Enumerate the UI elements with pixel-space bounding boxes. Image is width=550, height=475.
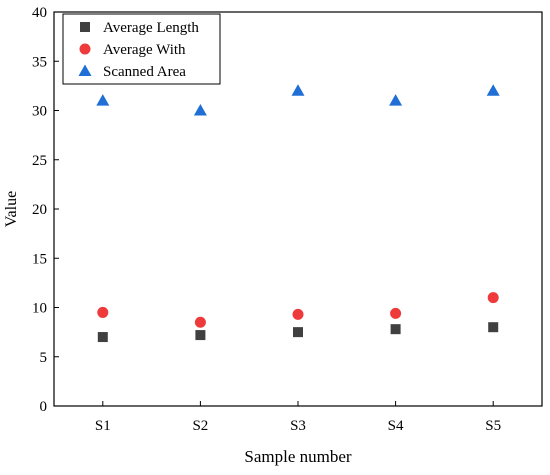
y-axis: 0 5 10 15 20 25 30 35 40 bbox=[32, 5, 59, 415]
y-tick-label: 30 bbox=[32, 104, 47, 120]
y-tick-label: 0 bbox=[40, 399, 48, 415]
legend-label: Average With bbox=[103, 42, 186, 58]
x-tick-label: S3 bbox=[290, 418, 306, 434]
x-tick-label: S4 bbox=[388, 418, 404, 434]
y-tick-label: 40 bbox=[32, 5, 47, 21]
data-point-circle bbox=[292, 308, 304, 320]
legend-marker-circle bbox=[79, 43, 91, 55]
data-point-square bbox=[97, 332, 108, 343]
legend-marker-square bbox=[80, 22, 90, 32]
y-tick-label: 15 bbox=[32, 251, 47, 267]
data-point-square bbox=[293, 327, 303, 338]
data-point-square bbox=[488, 322, 499, 333]
x-axis: S1 S2 S3 S4 S5 bbox=[95, 401, 501, 434]
y-tick-label: 20 bbox=[32, 202, 47, 218]
data-point-square bbox=[390, 324, 401, 335]
y-axis-label: Value bbox=[3, 191, 20, 227]
legend-marker-triangle bbox=[78, 64, 92, 76]
legend-label: Scanned Area bbox=[103, 64, 186, 80]
data-point-triangle bbox=[389, 94, 403, 106]
data-point-circle bbox=[97, 306, 109, 318]
legend-label: Average Length bbox=[103, 20, 199, 36]
y-tick-label: 5 bbox=[40, 350, 48, 366]
data-point-circle bbox=[194, 316, 206, 328]
x-tick-label: S1 bbox=[95, 418, 111, 434]
x-axis-label: Sample number bbox=[244, 447, 352, 466]
y-tick-label: 10 bbox=[32, 301, 47, 317]
y-tick-label: 25 bbox=[32, 153, 47, 169]
data-point-circle bbox=[487, 292, 499, 304]
data-point-square bbox=[195, 330, 206, 341]
data-point-triangle bbox=[291, 84, 305, 96]
x-tick-label: S5 bbox=[485, 418, 501, 434]
data-point-triangle bbox=[96, 94, 110, 106]
y-tick-label: 35 bbox=[32, 54, 47, 70]
data-points bbox=[96, 84, 500, 343]
data-point-triangle bbox=[486, 84, 500, 96]
data-point-triangle bbox=[193, 104, 207, 116]
legend: Average Length Average With Scanned Area bbox=[62, 13, 221, 85]
data-point-circle bbox=[390, 307, 402, 319]
x-tick-label: S2 bbox=[192, 418, 208, 434]
